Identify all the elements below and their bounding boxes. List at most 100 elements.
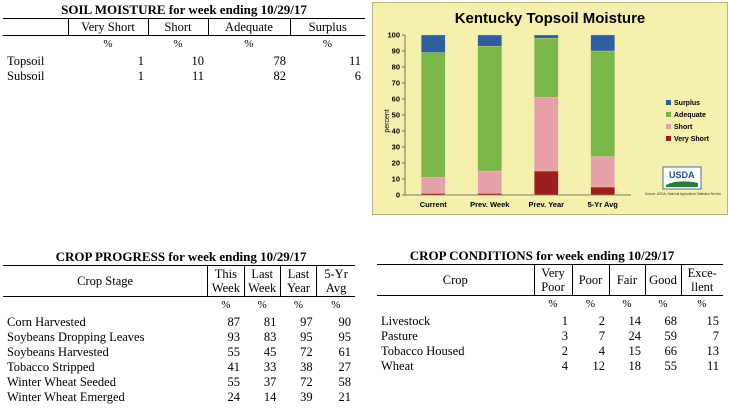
cell: 81 [263,315,277,329]
cell: 4 [561,359,568,373]
cell: 15 [706,314,720,328]
bar-segment-adequate [477,46,502,172]
table-row: Winter Wheat Emerged 24 14 39 21 [3,390,355,405]
cell: 6 [354,69,361,83]
soil-moisture-col-header: Very Short [67,18,149,36]
unit-label: % [585,298,596,310]
unit-label: % [293,299,304,311]
chart-title: Kentucky Topsoil Moisture [455,10,646,27]
bar-segment-short [421,177,446,194]
cell: 14 [628,314,642,328]
bar-segment-short [590,156,615,188]
row-label: Soybeans Dropping Leaves [7,330,145,344]
row-label: Winter Wheat Seeded [7,375,116,389]
table-row: Topsoil 1 10 78 11 [3,54,365,69]
unit-label: % [658,298,668,310]
legend-swatch [666,112,671,117]
cell: 38 [300,360,313,374]
cell: 97 [300,315,313,329]
topsoil-moisture-chart: Kentucky Topsoil Moisture percent 0 10 20 3… [372,2,728,215]
unit-label: % [331,299,341,311]
table-row: Subsoil 1 11 82 6 [3,69,365,84]
cell: 2 [598,314,605,328]
row-label: Pasture [381,329,418,343]
cell: 11 [191,69,204,83]
bar-segment-very-short [534,170,559,196]
cell: 90 [338,315,352,329]
x-tick-label: Current [420,200,448,209]
cell: 82 [273,69,287,83]
y-tick-label: 30 [392,143,400,152]
legend-label: Adequate [674,112,706,119]
unit-label: % [221,299,231,311]
bar-segment-adequate [421,52,446,178]
table-row: Winter Wheat Seeded 55 37 72 58 [3,375,355,390]
y-tick-label: 40 [392,127,400,136]
col-header: Last Year [279,265,318,297]
cell: 61 [338,345,352,359]
cell: 55 [227,345,241,359]
y-tick-label: 80 [392,63,400,72]
col-header: 5-Yr Avg [316,265,355,297]
crop-conditions-section: CROP CONDITIONS for week ending 10/29/17… [377,248,727,374]
unit-label: % [103,38,113,50]
unit-label: % [622,298,632,310]
table-row: Pasture 3 7 24 59 7 [377,329,723,344]
bar-segment-surplus [534,34,559,39]
legend-swatch [666,100,671,105]
cell: 78 [273,54,287,68]
cell: 18 [628,359,642,373]
cell: 7 [712,329,719,343]
cell: 55 [664,359,678,373]
legend-label: Very Short [674,136,710,143]
cell: 87 [227,315,241,329]
cell: 21 [338,390,352,404]
bar-segment-adequate [590,50,615,157]
x-tick-label: Prev. Week [470,200,510,209]
soil-moisture-table: Very Short Short Adequate Surplus % % % … [3,18,365,84]
cell: 39 [300,390,313,404]
cell: 27 [338,360,352,374]
row-label: Livestock [381,314,431,328]
cell: 2 [561,344,568,358]
cell: 68 [664,314,678,328]
crop-stage-header: Crop Stage [3,265,209,297]
row-label: Soybeans Harvested [7,345,109,359]
bar-segment-surplus [477,34,502,47]
col-header: Poor [571,264,610,296]
x-tick-label: 5-Yr Avg [588,200,619,209]
bar-segment-short [534,97,559,172]
table-row: Livestock 1 2 14 68 15 [377,314,723,329]
logo-wave [666,181,698,187]
soil-moisture-col-header: Short [147,18,209,36]
cell: 83 [263,330,277,344]
cell: 59 [664,329,678,343]
crop-conditions-table: Crop Very Poor Poor Fair Good Exce-llent … [377,264,723,374]
col-header: Fair [608,264,646,296]
table-row: Wheat 4 12 18 55 11 [377,359,723,374]
table-row: Soybeans Harvested 55 45 72 61 [3,345,355,360]
col-header: Last Week [243,265,281,297]
table-row: Corn Harvested 87 81 97 90 [3,315,355,330]
col-header: Exce-llent [680,264,723,296]
y-tick-label: 20 [392,159,400,168]
cell: 4 [598,344,605,358]
cell: 3 [561,329,568,343]
soil-moisture-title: SOIL MOISTURE for week ending 10/29/17 [61,2,307,17]
legend-label: Short [674,124,693,131]
cell: 95 [300,330,313,344]
cell: 55 [227,375,241,389]
col-header: Good [644,264,682,296]
bar-segment-surplus [590,34,615,52]
row-label: Corn Harvested [7,315,86,329]
table-row: Tobacco Stripped 41 33 38 27 [3,360,355,375]
cell: 1 [561,314,568,328]
cell: 11 [706,359,719,373]
col-header: This Week [207,265,245,297]
soil-moisture-col-header: Surplus [289,18,365,36]
cell: 72 [300,375,313,389]
bar-segment-very-short [421,193,446,196]
y-tick-label: 70 [392,79,400,88]
unit-label: % [548,298,558,310]
chart-canvas: Kentucky Topsoil Moisture percent 0 10 20 3… [384,10,721,209]
